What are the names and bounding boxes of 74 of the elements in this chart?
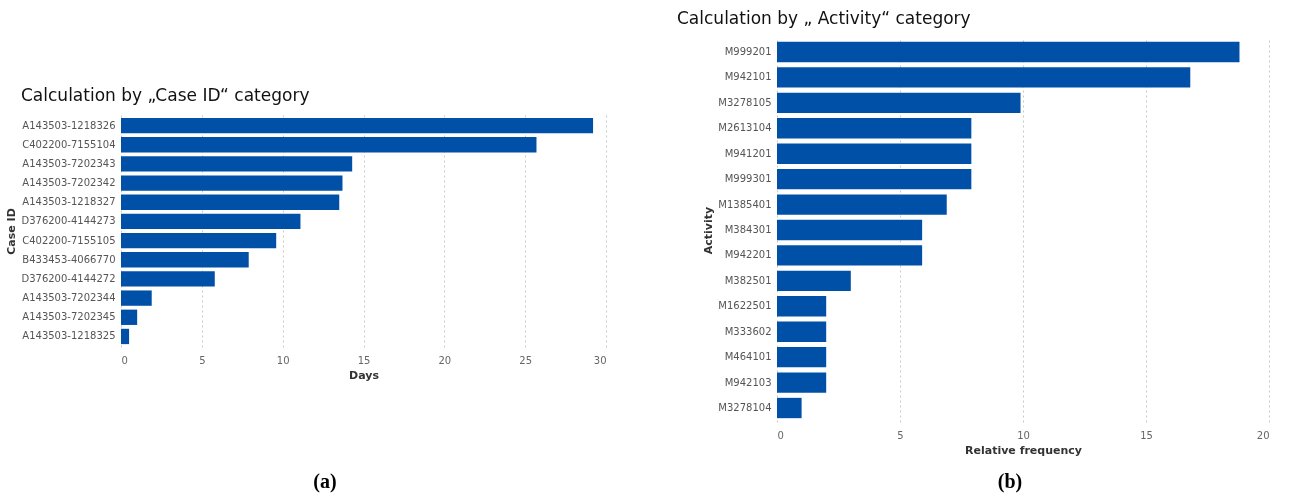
y-tick-label: M2613104 [718,122,772,134]
y-tick-label: M464101 [724,351,772,363]
bar [121,328,130,345]
x-tick-label: 30 [593,354,607,366]
bar [777,321,827,342]
bar [121,213,301,230]
y-tick-label: M999201 [724,45,772,57]
y-tick-label: M942201 [724,249,772,261]
bar [777,67,1191,88]
y-tick-label: A143503-7202345 [22,311,116,323]
y-axis-title: Case ID [5,208,19,255]
chart-title: Calculation by „ Activity“ category [677,8,971,28]
y-tick-label: M1622501 [718,300,772,312]
y-tick-label: A143503-1218325 [22,330,116,342]
x-axis-title: Days [349,368,380,382]
bar [121,194,340,210]
x-tick-label: 15 [357,354,371,366]
bar [121,290,152,306]
bar [121,309,138,325]
y-tick-label: A143503-7202343 [22,157,116,169]
y-tick-label: D376200-4144273 [21,215,116,227]
x-tick-label: 5 [199,354,206,366]
bar [121,117,594,134]
bar [777,219,923,241]
y-tick-label: M3278104 [718,402,772,414]
y-tick-label: C402200-7155105 [22,234,116,246]
bar [777,245,923,266]
y-tick-label: M941201 [724,147,772,159]
bar [121,271,215,287]
bar [121,232,277,249]
text: (b) [997,470,1023,493]
y-tick-label: A143503-7202342 [22,177,116,189]
y-tick-label: B433453-4066770 [22,253,116,265]
bar [121,137,537,153]
y-tick-label: M999301 [724,173,772,185]
bar [121,175,343,191]
x-tick-label: 0 [121,354,128,366]
bar [777,92,1021,114]
y-tick-label: M1385401 [718,198,772,210]
bar [777,372,827,393]
x-tick-label: 5 [897,429,904,441]
bar [777,194,947,215]
x-tick-label: 25 [519,354,533,366]
x-tick-label: 15 [1140,429,1153,441]
x-tick-label: 10 [276,354,290,366]
bar [777,143,972,164]
text: (a) [313,470,337,493]
y-tick-label: M942103 [724,376,772,388]
x-tick-label: 20 [438,354,452,366]
chart-title: Calculation by „Case ID“ category [21,85,310,105]
y-tick-label: D376200-4144272 [21,272,116,284]
x-tick-label: 10 [1017,429,1030,441]
y-tick-label: C402200-7155104 [22,138,116,150]
bar [777,118,972,139]
bar [777,346,827,368]
y-axis-title: Activity [702,206,716,255]
x-tick-label: 20 [1256,429,1270,441]
bar [121,252,249,268]
y-tick-label: A143503-1218327 [22,196,116,208]
y-tick-label: M384301 [724,224,772,235]
bar [777,270,851,292]
bar [777,397,802,419]
y-tick-label: M333602 [724,325,772,337]
x-tick-label: 0 [777,429,784,441]
y-tick-label: A143503-1218326 [22,119,116,131]
y-tick-label: M3278105 [718,96,772,108]
y-tick-label: M942101 [724,71,772,83]
y-tick-label: A143503-7202344 [22,292,116,304]
bar [777,168,972,190]
bar [777,296,827,317]
bar [121,156,353,172]
y-tick-label: M382501 [724,274,772,286]
bar [777,41,1240,63]
x-axis-title: Relative frequency [965,443,1082,457]
